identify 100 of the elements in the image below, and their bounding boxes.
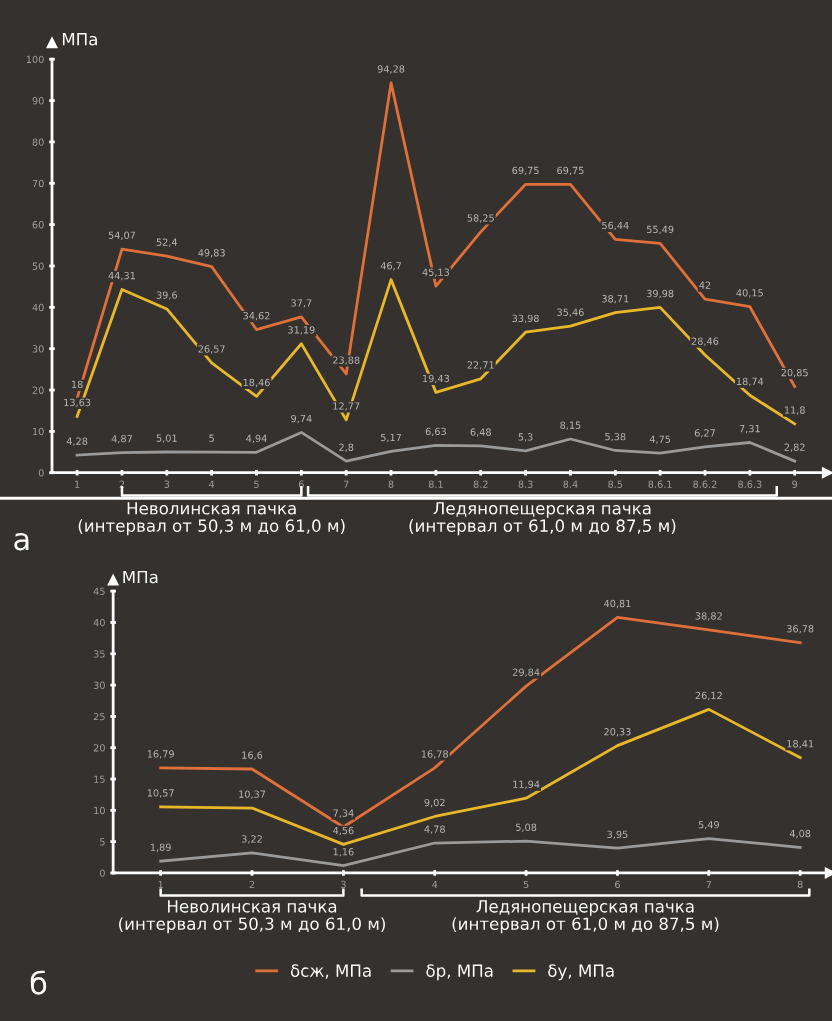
data-label: 69,75 bbox=[512, 166, 539, 176]
y-tick-label: 40 bbox=[32, 303, 44, 312]
x-tick-label: 8.1 bbox=[428, 480, 443, 488]
data-label: 26,12 bbox=[695, 691, 722, 701]
x-tick-label: 8.5 bbox=[608, 480, 623, 488]
x-tick-label: 4 bbox=[432, 880, 438, 888]
data-label: 5,3 bbox=[518, 433, 533, 442]
y-tick-label: 0 bbox=[38, 469, 44, 477]
y-tick-label: 60 bbox=[32, 221, 44, 229]
data-label: 26,57 bbox=[198, 345, 225, 354]
data-label: 1,16 bbox=[333, 848, 354, 857]
data-label: 4,75 bbox=[649, 435, 671, 444]
y-tick-label: 45 bbox=[93, 587, 105, 595]
data-label: 31,19 bbox=[288, 326, 315, 335]
legend-label: δсж, МПа bbox=[290, 964, 371, 979]
data-label: 11,8 bbox=[784, 406, 805, 415]
text: Неволинская пачка (интервал от 50,3 м до 61,0 м) bbox=[78, 502, 345, 536]
data-label: 5,01 bbox=[156, 434, 177, 443]
data-label: 33,98 bbox=[512, 314, 539, 323]
y-tick-label: 80 bbox=[32, 138, 44, 146]
data-label: 22,71 bbox=[467, 361, 494, 370]
legend-label: δу, МПа bbox=[548, 964, 614, 981]
y-axis-title: МПа bbox=[123, 570, 158, 584]
data-label: 52,4 bbox=[156, 238, 178, 247]
data-label: 10,57 bbox=[147, 789, 174, 798]
data-label: 10,37 bbox=[239, 790, 266, 799]
data-label: 40,81 bbox=[604, 599, 631, 609]
y-tick-label: 0 bbox=[99, 869, 105, 877]
data-label: 9,74 bbox=[291, 414, 312, 424]
x-tick-label: 5 bbox=[523, 880, 529, 889]
data-label: 5,17 bbox=[380, 433, 402, 443]
x-tick-label: 7 bbox=[706, 880, 712, 888]
data-label: 8,15 bbox=[560, 421, 581, 430]
data-label: 4,94 bbox=[246, 434, 267, 444]
data-label: 1,89 bbox=[150, 843, 171, 852]
x-tick-label: 8.4 bbox=[563, 480, 578, 488]
text: Ледянопещерская пачка (интервал от 61,0 м до 87,5 м) bbox=[409, 502, 676, 536]
data-label: 45,13 bbox=[422, 268, 450, 277]
text: Неволинская пачка (интервал от 50,3 м до 61,0 м) bbox=[119, 900, 385, 934]
data-label: 4,78 bbox=[424, 825, 445, 834]
data-label: 18,46 bbox=[243, 378, 270, 388]
data-label: 55,49 bbox=[646, 225, 674, 235]
x-tick-label: 1 bbox=[158, 880, 163, 888]
data-label: 49,83 bbox=[198, 249, 225, 258]
y-tick-label: 30 bbox=[93, 681, 105, 689]
data-label: 35,46 bbox=[557, 308, 584, 317]
data-label: 19,43 bbox=[423, 374, 450, 384]
data-label: 18,74 bbox=[736, 377, 764, 387]
data-label: 38,82 bbox=[695, 612, 722, 621]
data-label: 6,63 bbox=[425, 427, 446, 437]
y-tick-label: 40 bbox=[93, 618, 105, 627]
data-label: 4,08 bbox=[789, 829, 811, 839]
text: Ледянопещерская пачка (интервал от 61,0 м до 87,5 м) bbox=[452, 900, 719, 934]
data-label: 40,15 bbox=[736, 289, 763, 298]
data-label: 2,8 bbox=[339, 443, 354, 452]
x-tick-label: 8 bbox=[797, 880, 803, 889]
data-label: 6,27 bbox=[694, 429, 715, 438]
data-label: 7,31 bbox=[739, 424, 760, 434]
text: б bbox=[30, 970, 47, 995]
x-tick-label: 8.3 bbox=[518, 480, 533, 488]
data-label: 44,31 bbox=[108, 271, 135, 281]
data-label: 2,82 bbox=[784, 443, 805, 452]
data-label: 29,84 bbox=[512, 668, 540, 677]
y-tick-label: 20 bbox=[32, 386, 44, 394]
data-label: 23,88 bbox=[333, 356, 360, 365]
y-tick-label: 100 bbox=[26, 55, 44, 64]
data-label: 4,87 bbox=[111, 435, 132, 444]
y-tick-label: 70 bbox=[32, 179, 44, 188]
data-label: 37,7 bbox=[291, 299, 312, 308]
y-tick-label: 5 bbox=[100, 838, 105, 846]
text: а bbox=[14, 532, 29, 551]
y-tick-label: 10 bbox=[33, 427, 44, 436]
y-tick-label: 25 bbox=[93, 712, 105, 721]
data-label: 11,94 bbox=[513, 780, 540, 789]
data-label: 12,77 bbox=[333, 402, 360, 411]
data-label: 5,08 bbox=[516, 823, 537, 832]
data-label: 5 bbox=[209, 434, 214, 442]
y-tick-label: 50 bbox=[32, 262, 44, 270]
data-label: 69,75 bbox=[557, 166, 584, 176]
y-axis-title: МПа bbox=[62, 33, 97, 46]
data-label: 39,98 bbox=[646, 289, 674, 299]
data-label: 54,07 bbox=[108, 231, 136, 240]
x-tick-label: 8 bbox=[388, 480, 394, 488]
x-tick-label: 2 bbox=[249, 880, 255, 888]
data-label: 16,79 bbox=[147, 750, 174, 759]
x-tick-label: 8.6.2 bbox=[693, 480, 717, 488]
data-label: 4,56 bbox=[333, 826, 354, 836]
data-label: 18,41 bbox=[787, 740, 814, 749]
y-tick-label: 30 bbox=[32, 345, 44, 353]
data-label: 20,85 bbox=[781, 368, 808, 378]
data-label: 9,02 bbox=[424, 798, 445, 808]
x-tick-label: 3 bbox=[164, 480, 170, 488]
x-tick-label: 7 bbox=[343, 480, 349, 488]
data-label: 36,78 bbox=[787, 625, 814, 634]
x-tick-label: 8.2 bbox=[473, 480, 488, 488]
data-label: 56,44 bbox=[602, 221, 629, 231]
x-tick-label: 9 bbox=[792, 480, 798, 488]
data-label: 5,38 bbox=[605, 432, 626, 442]
x-tick-label: 1 bbox=[75, 480, 80, 488]
data-label: 7,34 bbox=[333, 809, 354, 818]
